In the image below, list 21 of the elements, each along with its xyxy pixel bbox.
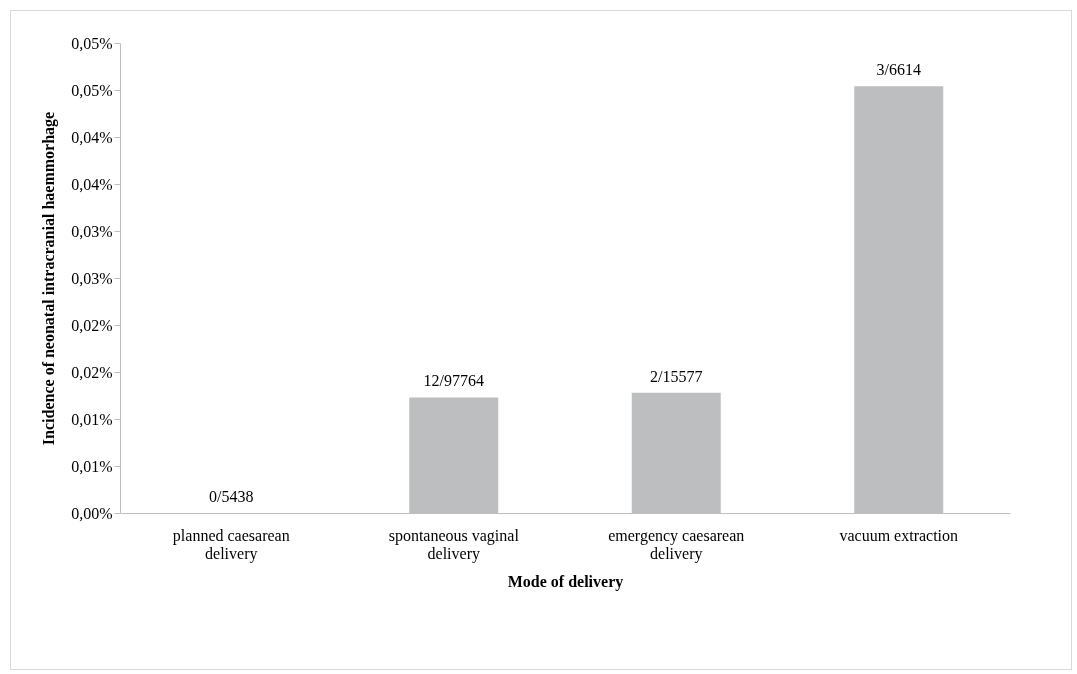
y-tick-label: 0,03% [71, 222, 113, 240]
data-label: 0/5438 [209, 488, 254, 505]
y-tick-label: 0,05% [71, 34, 113, 52]
y-tick-label: 0,02% [71, 363, 113, 381]
y-axis-title: Incidence of neonatal intracranial haemmorhage [40, 111, 59, 446]
y-tick-label: 0,01% [71, 457, 113, 475]
y-tick-label: 0,04% [71, 175, 113, 193]
data-label: 2/15577 [650, 367, 703, 385]
y-tick-label: 0,00% [71, 504, 113, 522]
x-tick-label: vacuum extraction [839, 526, 959, 544]
y-tick-label: 0,03% [71, 269, 113, 287]
x-tick-label: spontaneous vaginal delivery [388, 526, 520, 563]
y-tick-label: 0,05% [71, 81, 113, 99]
data-label: 3/6614 [876, 61, 921, 79]
y-tick-label: 0,01% [71, 410, 113, 428]
y-tick-label: 0,04% [71, 128, 113, 146]
data-label: 12/97764 [423, 372, 484, 390]
x-axis-title: Mode of delivery [507, 572, 624, 591]
x-tick-label: emergency caesarean delivery [608, 526, 745, 563]
x-tick-label: planned caesarean delivery [172, 526, 290, 563]
y-tick-label: 0,02% [71, 316, 113, 334]
